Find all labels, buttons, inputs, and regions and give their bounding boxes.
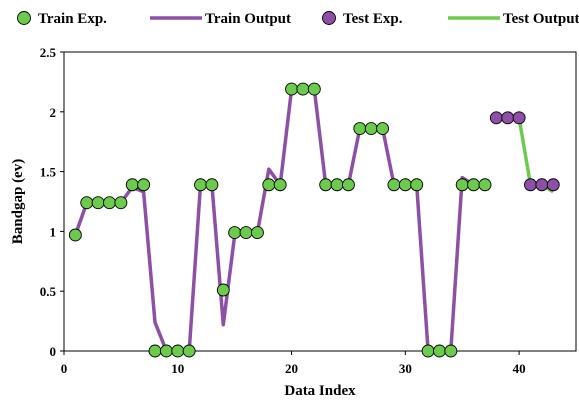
legend-label: Test Output bbox=[503, 11, 579, 27]
legend-label: Test Exp. bbox=[343, 11, 403, 27]
data-point-train-exp bbox=[387, 178, 401, 192]
data-point-train-exp bbox=[444, 344, 458, 358]
data-point-train-exp bbox=[159, 344, 173, 358]
data-point-train-exp bbox=[285, 82, 299, 96]
data-point-train-exp bbox=[137, 178, 151, 192]
data-point-test-exp bbox=[546, 178, 560, 192]
x-tick-label: 30 bbox=[399, 361, 412, 376]
data-point-train-exp bbox=[307, 82, 321, 96]
data-point-train-exp bbox=[68, 228, 82, 242]
data-point-test-exp bbox=[524, 178, 537, 192]
axis-ticks: 0 10 20 30 40 0 0.5 1 1.5 2 2.5 bbox=[40, 45, 526, 376]
data-point-train-exp bbox=[250, 226, 264, 240]
data-point-train-exp bbox=[103, 196, 116, 210]
series-layer bbox=[68, 82, 560, 358]
y-axis-title: Bandgap (ev) bbox=[10, 159, 26, 244]
data-point-train-exp bbox=[239, 226, 253, 240]
y-tick-label: 0.5 bbox=[40, 284, 57, 299]
legend-marker-icon bbox=[322, 11, 336, 25]
plot-area bbox=[63, 51, 577, 352]
data-point-train-exp bbox=[228, 226, 242, 240]
data-point-test-exp bbox=[501, 111, 515, 125]
y-tick-label: 1.5 bbox=[40, 165, 57, 180]
data-point-train-exp bbox=[376, 122, 390, 135]
data-point-train-exp bbox=[433, 344, 446, 358]
data-point-train-exp bbox=[273, 178, 287, 192]
series-line-train-output bbox=[73, 87, 485, 353]
data-point-train-exp bbox=[478, 178, 492, 192]
data-point-train-exp bbox=[296, 82, 310, 96]
data-point-train-exp bbox=[148, 344, 162, 358]
legend: Train Exp. Train Output Test Exp. Test Outp… bbox=[17, 11, 579, 27]
data-point-train-exp bbox=[194, 178, 207, 192]
data-point-train-exp bbox=[467, 178, 481, 192]
data-point-train-exp bbox=[125, 178, 139, 192]
data-point-train-exp bbox=[353, 122, 367, 135]
data-point-train-exp bbox=[410, 178, 424, 192]
data-point-train-exp bbox=[330, 178, 344, 192]
data-point-test-exp bbox=[535, 178, 549, 192]
x-tick-label: 20 bbox=[285, 361, 298, 376]
legend-marker-icon bbox=[17, 11, 31, 25]
data-point-train-exp bbox=[364, 122, 378, 135]
data-point-train-exp bbox=[205, 178, 219, 192]
y-tick-label: 0 bbox=[50, 344, 57, 359]
y-tick-label: 1 bbox=[50, 224, 57, 239]
x-tick-label: 10 bbox=[171, 361, 184, 376]
y-tick-label: 2 bbox=[50, 105, 57, 120]
legend-label: Train Output bbox=[205, 11, 291, 27]
data-point-train-exp bbox=[341, 178, 355, 192]
data-point-train-exp bbox=[182, 344, 196, 358]
data-point-train-exp bbox=[171, 344, 185, 358]
data-point-train-exp bbox=[455, 178, 469, 192]
data-point-train-exp bbox=[398, 178, 412, 192]
data-point-test-exp bbox=[512, 111, 526, 125]
data-point-train-exp bbox=[91, 196, 105, 210]
data-point-train-exp bbox=[319, 178, 333, 192]
y-tick-label: 2.5 bbox=[40, 45, 57, 60]
data-point-train-exp bbox=[114, 196, 128, 210]
x-tick-label: 0 bbox=[61, 361, 68, 376]
data-point-train-exp bbox=[216, 283, 230, 297]
x-tick-label: 40 bbox=[513, 361, 526, 376]
x-axis-title: Data Index bbox=[284, 383, 356, 399]
data-point-test-exp bbox=[489, 111, 503, 125]
legend-label: Train Exp. bbox=[38, 11, 107, 27]
data-point-train-exp bbox=[421, 344, 435, 358]
data-point-train-exp bbox=[80, 196, 94, 210]
data-point-train-exp bbox=[262, 178, 276, 192]
